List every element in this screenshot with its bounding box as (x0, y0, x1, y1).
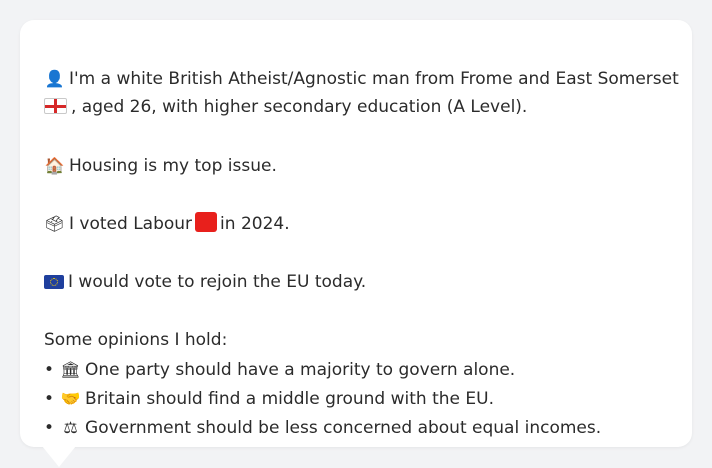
handshake-icon: 🤝 (60, 389, 81, 408)
eu-line: I would vote to rejoin the EU today. (44, 268, 366, 297)
opinion-item: • 🤝 Britain should find a middle ground wi… (44, 384, 494, 414)
opinions-heading: Some opinions I hold: (44, 330, 228, 350)
housing-line: 🏠 Housing is my top issue. (44, 151, 277, 181)
house-icon: 🏠 (44, 156, 65, 175)
bubble-tail (42, 446, 76, 467)
scales-icon: ⚖ (63, 418, 78, 437)
profile-card: 👤 I'm a white British Atheist/Agnostic ma… (20, 20, 692, 447)
identity-line: 👤 I'm a white British Atheist/Agnostic ma… (44, 64, 679, 94)
classical-building-icon: 🏛 (60, 360, 81, 379)
ballot-box-icon: 🗳 (44, 214, 65, 233)
england-flag-icon (44, 98, 67, 114)
person-icon: 👤 (44, 69, 65, 88)
opinion-item: • 🏛 One party should have a majority to go… (44, 355, 515, 385)
opinion-item: • ⚖ Government should be less concerned ab… (44, 413, 601, 443)
labour-red-square-icon (195, 212, 218, 232)
identity-line-cont: , aged 26, with higher secondary educati… (44, 93, 527, 122)
vote-line: 🗳 I voted Labour in 2024. (44, 209, 290, 239)
eu-flag-icon (44, 275, 64, 289)
